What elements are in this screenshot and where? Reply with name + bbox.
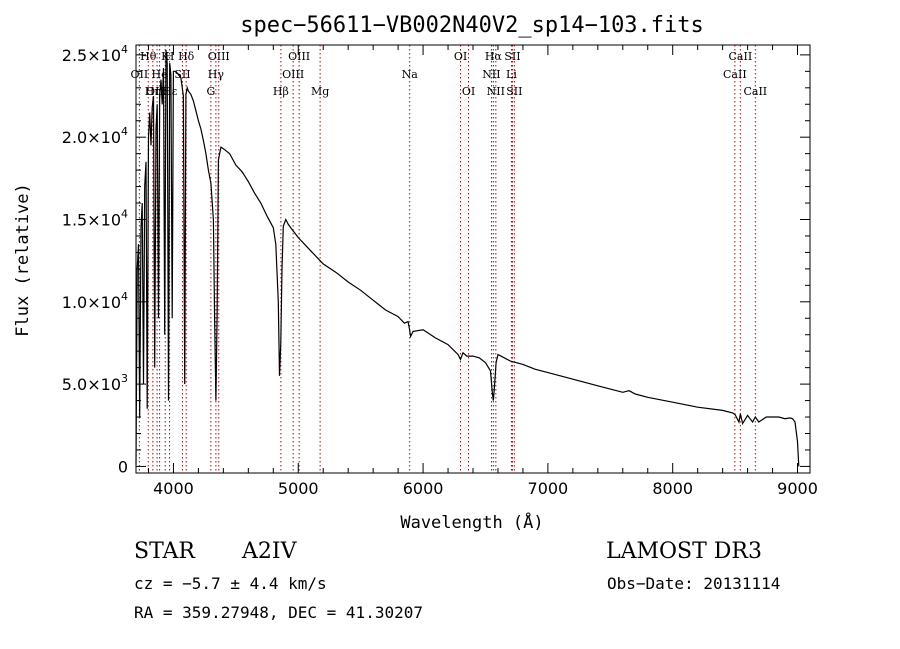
spectral-line-label: OIII	[208, 50, 230, 63]
x-tick-label: 5000	[278, 479, 319, 498]
spectral-line-label: He	[152, 68, 168, 81]
y-tick-mantissa: 1.0×10	[62, 293, 121, 312]
y-tick-mantissa: 1.5×10	[62, 210, 121, 229]
spectral-line-label: OIII	[288, 50, 310, 63]
spectral-line-label: CaII	[743, 85, 767, 98]
spectral-line-markers	[138, 45, 756, 473]
spectral-line-label: Hθ	[140, 50, 157, 63]
object-subclass: A2IV	[242, 539, 297, 564]
y-tick-label: 0	[118, 457, 128, 476]
spectral-line-label: H	[165, 50, 175, 63]
y-axis-label: Flux (relative)	[13, 183, 33, 337]
x-axis-label: Wavelength (Å)	[400, 511, 543, 533]
spectral-line-label: Na	[402, 68, 419, 81]
y-tick-label: 1.0×104	[62, 290, 128, 312]
spectral-line-label: NII	[482, 68, 500, 81]
y-tick-label: 2.5×104	[62, 43, 128, 65]
obs-date: Obs−Date: 20131114	[607, 574, 781, 593]
spectral-line-label: Hγ	[208, 68, 225, 81]
spectral-line-label: CaII	[729, 50, 753, 63]
spectral-line-label: G	[206, 85, 215, 98]
survey-name: LAMOST DR3	[606, 539, 762, 564]
y-tick-exponent: 3	[121, 372, 128, 385]
y-tick-mantissa: 2.5×10	[62, 46, 121, 65]
x-tick-label: 7000	[528, 479, 569, 498]
x-axis-ticks: 4000 5000 6000 7000 8000 9000	[147, 45, 818, 498]
spectral-line-label: SII	[504, 50, 520, 63]
coordinates: RA = 359.27948, DEC = 41.30207	[134, 603, 423, 622]
y-tick-label: 1.5×104	[62, 207, 128, 229]
y-tick-exponent: 4	[121, 125, 128, 138]
redshift-text: cz = −5.7 ± 4.4 km/s	[134, 574, 327, 593]
y-tick-mantissa: 0	[118, 457, 128, 476]
spectral-line-label: Hδ	[178, 50, 195, 63]
y-tick-exponent: 4	[121, 207, 128, 220]
spectral-line-label: Li	[506, 68, 517, 81]
x-tick-label: 4000	[153, 479, 194, 498]
spectral-line-label: OI	[462, 85, 475, 98]
x-tick-label: 6000	[403, 479, 444, 498]
spectral-line-label: OI	[454, 50, 467, 63]
spectral-line-label: OII	[131, 68, 149, 81]
y-tick-mantissa: 5.0×10	[62, 375, 121, 394]
spectral-line-label: OIII	[282, 68, 304, 81]
y-tick-exponent: 4	[121, 43, 128, 56]
x-tick-label: 9000	[777, 479, 818, 498]
y-tick-mantissa: 2.0×10	[62, 128, 121, 147]
spectral-line-label: Hη	[145, 85, 161, 98]
spectrum-trace	[135, 49, 800, 467]
chart-title: spec−56611−VB002N40V2_sp14−103.fits	[240, 13, 704, 38]
spectral-line-label: Mg	[311, 85, 329, 98]
x-tick-label: 8000	[652, 479, 693, 498]
spectral-line-label: Hα	[485, 50, 503, 63]
spectral-line-label: SII	[506, 85, 522, 98]
y-tick-label: 2.0×104	[62, 125, 128, 147]
y-tick-label: 5.0×103	[62, 372, 128, 394]
spectral-line-label: Hβ	[273, 85, 289, 98]
object-class: STAR	[134, 539, 195, 564]
y-tick-exponent: 4	[121, 290, 128, 303]
spectral-line-label: CaII	[723, 68, 747, 81]
spectral-line-label: NII	[487, 85, 505, 98]
spectral-line-label: SII	[174, 68, 190, 81]
